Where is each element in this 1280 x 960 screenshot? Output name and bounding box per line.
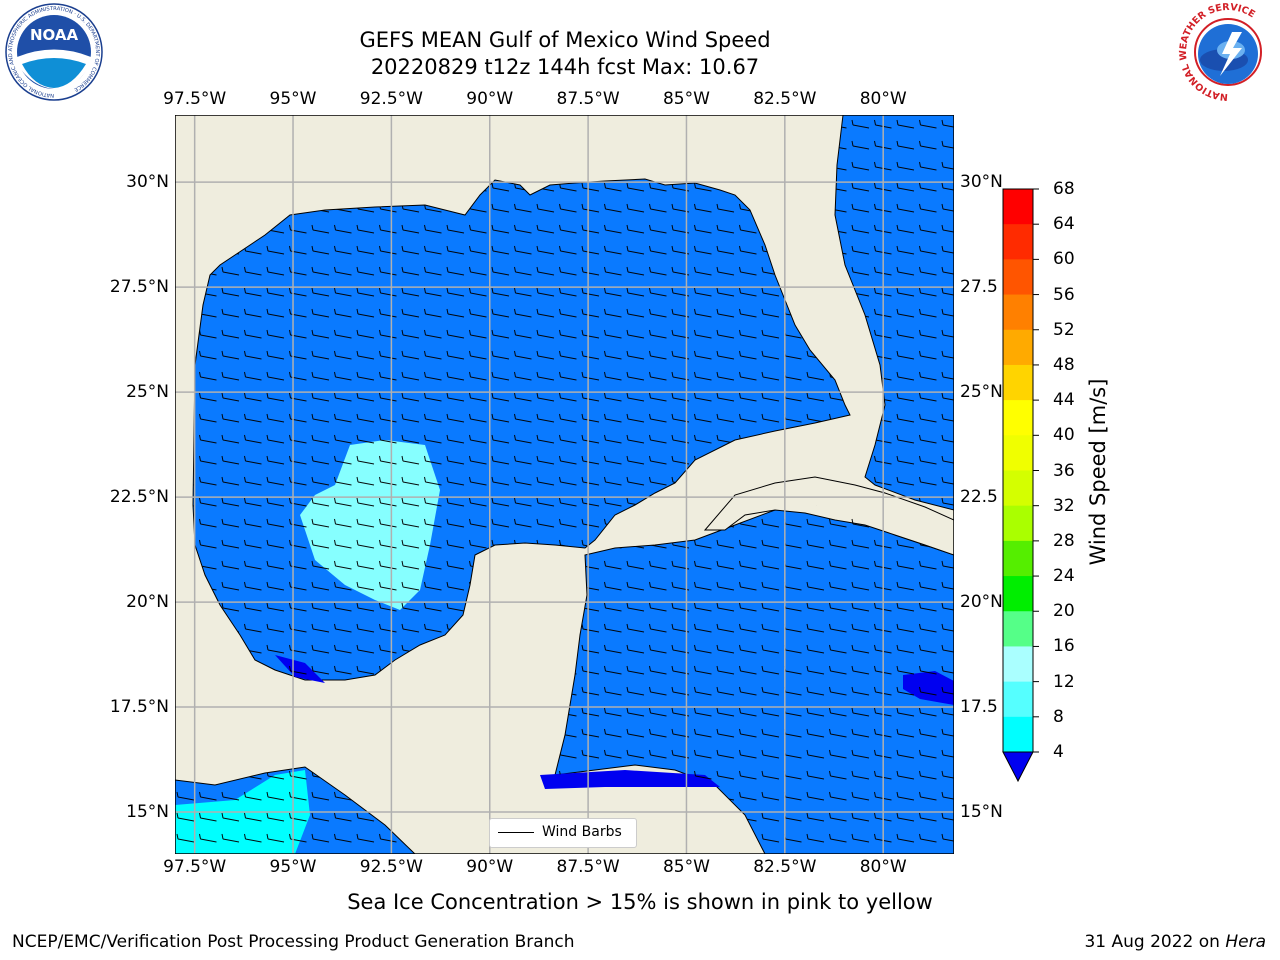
lat-label-left: 20°N [126,592,169,613]
colorbar-tick-label: 4 [1053,742,1064,762]
lon-label-top: 92.5°W [359,89,423,109]
colorbar-segment [1003,611,1033,647]
lon-label-top: 82.5°W [753,89,817,109]
colorbar-segment [1003,364,1033,401]
colorbar-segment [1003,540,1033,577]
colorbar-segment [1003,681,1033,718]
lon-label-top: 80°W [859,89,907,109]
colorbar-tick-label: 64 [1053,214,1075,235]
lon-label-bot: 95°W [269,857,317,877]
colorbar-tick-label: 12 [1053,671,1075,692]
lon-label-bot: 92.5°W [359,857,423,877]
calm-zone-yucatan [540,770,720,789]
colorbar-segment [1003,716,1033,753]
lon-label-bot: 82.5°W [753,857,817,877]
lon-label-bot: 90°W [466,857,514,877]
map-title: GEFS MEAN Gulf of Mexico Wind Speed [359,28,771,52]
legend-line-swatch [498,832,534,833]
colorbar-tick-label: 40 [1053,425,1075,446]
lat-label-right: 27.5 [960,277,998,298]
colorbar-segment [1003,470,1033,507]
colorbar [1002,188,1039,783]
colorbar-tick-label: 32 [1053,495,1075,516]
lon-label-top: 85°W [662,89,710,109]
colorbar-segment [1003,435,1033,471]
lat-label-right: 17.5 [960,697,998,718]
colorbar-tick-label: 20 [1053,601,1075,622]
colorbar-segment [1003,294,1033,331]
lon-label-top: 90°W [466,89,514,109]
footer-date: 31 Aug 2022 on Hera [1084,932,1266,952]
colorbar-segment [1003,259,1033,296]
lat-label-left: 22.5°N [109,487,169,508]
footer-branch: NCEP/EMC/Verification Post Processing Pr… [12,932,575,952]
colorbar-segment [1003,329,1033,366]
colorbar-tick-label: 28 [1053,530,1075,551]
lat-label-left: 17.5°N [109,697,169,718]
map-legend: Wind Barbs [489,818,637,848]
colorbar-under-triangle [1002,751,1034,783]
colorbar-segment [1003,576,1033,612]
lon-label-top: 95°W [269,89,317,109]
lat-label-right: 15°N [960,802,1003,822]
colorbar-segment [1003,189,1033,225]
svg-text:NOAA: NOAA [30,26,79,44]
colorbar-segment [1003,400,1033,436]
footer-machine: Hera [1225,932,1266,952]
lon-label-bot: 87.5°W [556,857,620,877]
colorbar-tick-label: 24 [1053,566,1075,587]
lon-label-bot: 97.5°W [163,857,227,877]
lat-label-right: 20°N [960,592,1003,613]
lat-label-left: 25°N [126,382,169,403]
graticule [175,115,954,854]
map-plot [175,115,954,854]
colorbar-tick-label: 56 [1053,284,1075,305]
colorbar-tick-label: 68 [1053,179,1075,199]
lon-label-top: 87.5°W [556,89,620,109]
colorbar-tick-label: 48 [1053,354,1075,375]
lat-label-right: 25°N [960,382,1003,403]
colorbar-tick-label: 60 [1053,249,1075,270]
colorbar-tick-label: 36 [1053,460,1075,481]
legend-label: Wind Barbs [542,824,622,840]
colorbar-tick-label: 52 [1053,319,1075,340]
colorbar-title: Wind Speed [m/s] [1086,378,1110,566]
colorbar-tick-label: 16 [1053,636,1075,657]
lat-label-left: 30°N [126,172,169,193]
noaa-logo-icon: NOAA NATIONAL OCEANIC AND ATMOSPHERIC AD… [5,3,103,101]
lon-label-top: 97.5°W [163,89,227,109]
colorbar-segment [1003,646,1033,683]
lon-label-bot: 85°W [662,857,710,877]
nws-logo-icon: NATIONAL WEATHER SERVICE [1178,2,1275,102]
map-subtitle: 20220829 t12z 144h fcst Max: 10.67 [370,55,760,79]
colorbar-tick-label: 8 [1053,706,1064,727]
lat-label-left: 27.5°N [109,277,169,298]
lat-label-left: 15°N [126,802,169,822]
colorbar-segment [1003,224,1033,260]
lat-label-right: 30°N [960,172,1003,193]
colorbar-segment [1003,505,1033,542]
lat-label-right: 22.5 [960,487,998,508]
colorbar-tick-label: 44 [1053,390,1075,411]
sea-ice-caption: Sea Ice Concentration > 15% is shown in … [347,890,933,914]
lon-label-bot: 80°W [859,857,907,877]
